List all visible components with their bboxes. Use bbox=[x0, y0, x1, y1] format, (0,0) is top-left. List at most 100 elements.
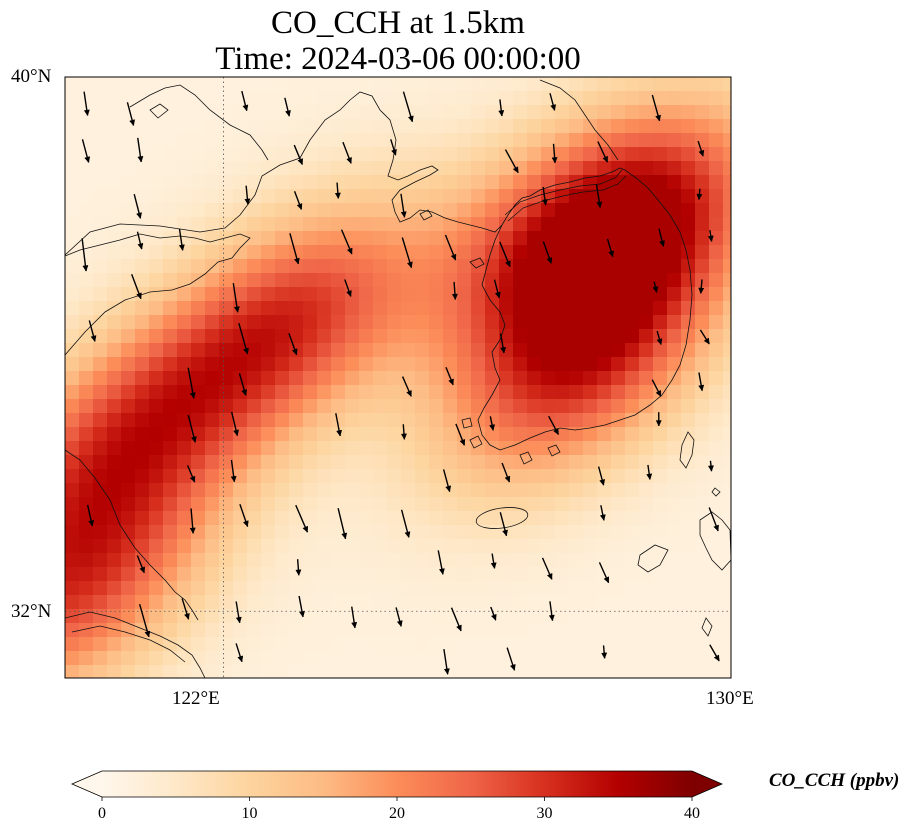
field-cell bbox=[261, 343, 276, 358]
field-cell bbox=[401, 553, 416, 568]
field-cell bbox=[443, 497, 458, 512]
field-cell bbox=[317, 315, 332, 330]
field-cell bbox=[443, 413, 458, 428]
field-cell bbox=[429, 525, 444, 540]
field-cell bbox=[163, 553, 178, 568]
field-cell bbox=[373, 231, 388, 246]
field-cell bbox=[331, 287, 346, 302]
field-cell bbox=[569, 553, 584, 568]
field-cell bbox=[499, 315, 514, 330]
field-cell bbox=[471, 189, 486, 204]
field-cell bbox=[555, 329, 570, 344]
field-cell bbox=[205, 399, 220, 414]
field-cell bbox=[541, 413, 556, 428]
field-cell bbox=[485, 665, 500, 678]
field-cell bbox=[597, 637, 612, 652]
field-cell bbox=[93, 357, 108, 372]
field-cell bbox=[681, 483, 696, 498]
field-cell bbox=[191, 259, 206, 274]
field-cell bbox=[289, 413, 304, 428]
field-cell bbox=[359, 413, 374, 428]
field-cell bbox=[471, 203, 486, 218]
field-cell bbox=[163, 189, 178, 204]
field-cell bbox=[331, 315, 346, 330]
wind-arrow-head bbox=[698, 384, 705, 392]
field-cell bbox=[667, 175, 682, 190]
field-cell bbox=[625, 511, 640, 526]
field-cell bbox=[597, 385, 612, 400]
field-cell bbox=[177, 399, 192, 414]
field-cell bbox=[107, 119, 122, 134]
field-cell bbox=[499, 91, 514, 106]
field-cell bbox=[401, 231, 416, 246]
wind-arrow-head bbox=[400, 433, 407, 440]
field-cell bbox=[177, 385, 192, 400]
field-cell bbox=[163, 343, 178, 358]
field-cell bbox=[79, 301, 94, 316]
field-cell bbox=[65, 637, 80, 652]
field-cell bbox=[191, 637, 206, 652]
field-cell bbox=[597, 539, 612, 554]
field-cell bbox=[289, 161, 304, 176]
field-cell bbox=[583, 441, 598, 456]
field-cell bbox=[359, 553, 374, 568]
wind-arrow-head bbox=[448, 378, 454, 386]
field-cell bbox=[443, 539, 458, 554]
field-cell bbox=[653, 147, 668, 162]
field-cell bbox=[583, 497, 598, 512]
field-cell bbox=[457, 553, 472, 568]
field-cell bbox=[149, 357, 164, 372]
field-cell bbox=[541, 567, 556, 582]
field-cell bbox=[219, 231, 234, 246]
field-cell bbox=[709, 609, 724, 624]
field-cell bbox=[667, 455, 682, 470]
field-cell bbox=[527, 553, 542, 568]
field-cell bbox=[541, 539, 556, 554]
field-cell bbox=[569, 203, 584, 218]
field-cell bbox=[289, 371, 304, 386]
field-cell bbox=[681, 497, 696, 512]
field-cell bbox=[261, 427, 276, 442]
field-cell bbox=[471, 147, 486, 162]
field-cell bbox=[233, 609, 248, 624]
field-cell bbox=[387, 469, 402, 484]
field-cell bbox=[289, 469, 304, 484]
field-cell bbox=[331, 665, 346, 678]
field-cell bbox=[331, 525, 346, 540]
field-cell bbox=[219, 525, 234, 540]
field-cell bbox=[625, 133, 640, 148]
field-cell bbox=[457, 273, 472, 288]
field-cell bbox=[65, 651, 80, 666]
field-cell bbox=[597, 525, 612, 540]
field-cell bbox=[401, 245, 416, 260]
field-cell bbox=[135, 329, 150, 344]
field-cell bbox=[275, 497, 290, 512]
field-cell bbox=[275, 441, 290, 456]
field-cell bbox=[303, 217, 318, 232]
field-cell bbox=[331, 399, 346, 414]
field-cell bbox=[359, 497, 374, 512]
field-cell bbox=[723, 553, 731, 568]
field-cell bbox=[513, 91, 528, 106]
wind-arrow-head bbox=[451, 293, 458, 301]
field-cell bbox=[709, 441, 724, 456]
field-cell bbox=[275, 273, 290, 288]
field-cell bbox=[247, 623, 262, 638]
field-cell bbox=[611, 301, 626, 316]
field-cell bbox=[415, 189, 430, 204]
field-cell bbox=[625, 651, 640, 666]
field-cell bbox=[723, 175, 731, 190]
field-cell bbox=[569, 539, 584, 554]
field-cell bbox=[457, 245, 472, 260]
field-cell bbox=[639, 175, 654, 190]
wind-arrow-head bbox=[230, 475, 237, 483]
field-cell bbox=[709, 231, 724, 246]
field-cell bbox=[457, 119, 472, 134]
field-cell bbox=[597, 371, 612, 386]
field-cell bbox=[541, 315, 556, 330]
field-cell bbox=[611, 133, 626, 148]
field-cell bbox=[471, 105, 486, 120]
field-cell bbox=[191, 581, 206, 596]
field-cell bbox=[191, 231, 206, 246]
field-cell bbox=[485, 119, 500, 134]
